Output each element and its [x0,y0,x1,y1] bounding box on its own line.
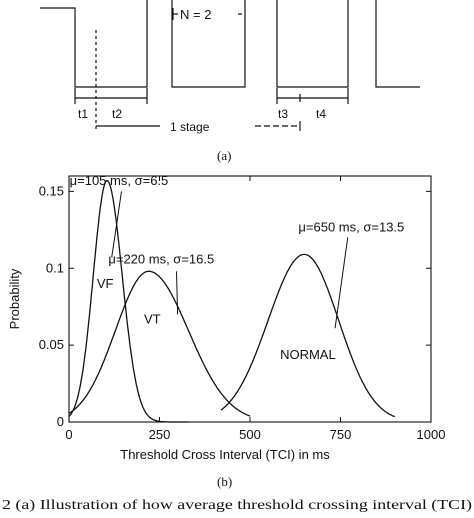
series-label-vt: VT [144,312,161,327]
t3-label: t3 [278,107,288,121]
annotation-vf: μ=105 ms, σ=6.5 [70,173,169,188]
t1-label: t1 [78,107,88,121]
waveform-line [40,0,420,88]
caption-a-label: (a) [217,148,231,163]
y-axis-label: Probability [7,268,22,329]
t4-label: t4 [316,107,326,121]
annotation-leader-normal [334,237,349,329]
y-tick-label: 0.1 [46,260,64,275]
y-tick-label: 0.15 [39,183,64,198]
x-tick-label: 750 [330,427,352,442]
annotation-normal: μ=650 ms, σ=13.5 [298,219,404,234]
figure-caption-text: 2 (a) Illustration of how average thresh… [2,497,472,512]
plot-frame [68,175,432,423]
x-tick-label: 0 [65,427,72,442]
series-label-vf: VF [97,276,114,291]
series-line-normal [220,253,396,418]
annotation-leader-vf [111,191,122,258]
waveform-figure-a [40,0,420,131]
t2-label: t2 [112,107,122,121]
tci-probability-chart: 0 250 500 750 1000 0 0.05 0.1 0.15 Threshold Cros… [7,173,445,462]
annotation-vt: μ=220 ms, σ=16.5 [108,252,214,267]
stage-label: 1 stage [170,120,210,134]
annotation-leader-vt [176,271,179,315]
x-tick-label: 250 [149,427,171,442]
n-label: N = 2 [180,7,211,22]
x-tick-label: 500 [239,427,261,442]
series-label-normal: NORMAL [280,347,336,362]
series-line-vf [68,180,189,423]
x-axis-label: Threshold Cross Interval (TCI) in ms [120,447,330,462]
series-line-vt [68,270,251,417]
y-tick-label: 0 [57,414,64,429]
y-tick-label: 0.05 [39,337,64,352]
x-tick-label: 1000 [417,427,446,442]
caption-b-label: (b) [217,474,232,489]
